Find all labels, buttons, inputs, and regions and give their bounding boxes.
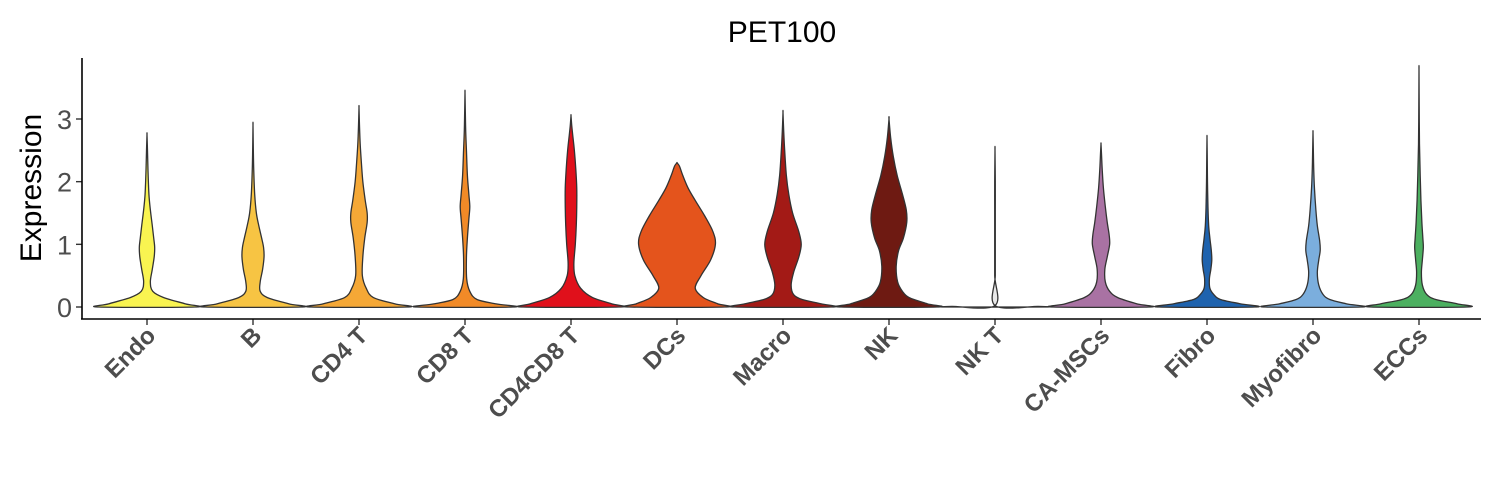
violin-cd4cd8-t — [516, 114, 626, 309]
x-tick-label: CA-MSCs — [1019, 322, 1115, 418]
x-tick-label: DCs — [638, 322, 691, 375]
violin-cd4-t — [305, 104, 413, 309]
violin-eccs — [1365, 64, 1473, 309]
violin-cd8-t — [412, 89, 518, 309]
x-tick-label: ECCs — [1369, 322, 1433, 386]
x-tick-label: Macro — [728, 322, 797, 391]
violin-myofibro — [1260, 129, 1366, 309]
violin-nk-t — [939, 145, 1051, 309]
x-axis-ticks: Endo B CD4 T CD8 T CD4CD8 T DCs Macro NK NK T CA-… — [100, 319, 1433, 424]
violin-dcs — [622, 161, 732, 309]
y-axis-label: Expression — [15, 114, 48, 262]
x-tick-label: B — [236, 322, 267, 353]
x-tick-label: Fibro — [1160, 322, 1222, 384]
y-tick-label: 2 — [57, 168, 72, 198]
y-axis-ticks: 0 1 2 3 — [57, 105, 82, 323]
violin-nk — [835, 116, 943, 309]
violin-macro — [729, 109, 837, 309]
x-tick-label: NK — [860, 322, 904, 366]
violin-b — [199, 121, 307, 309]
y-tick-label: 1 — [57, 230, 72, 260]
violin-ca-mscs — [1047, 142, 1155, 309]
x-tick-label: CD4 T — [305, 322, 373, 390]
y-tick-label: 3 — [57, 105, 72, 135]
violins-group — [93, 64, 1473, 309]
chart-title: PET100 — [728, 16, 836, 49]
x-tick-label: CD8 T — [411, 322, 479, 390]
y-tick-label: 0 — [57, 293, 72, 323]
violin-fibro — [1154, 134, 1260, 309]
violin-endo — [93, 132, 201, 309]
x-tick-label: Myofibro — [1237, 322, 1328, 413]
x-tick-label: NK T — [951, 322, 1010, 381]
x-tick-label: CD4CD8 T — [483, 322, 585, 424]
x-tick-label: Endo — [100, 322, 162, 384]
